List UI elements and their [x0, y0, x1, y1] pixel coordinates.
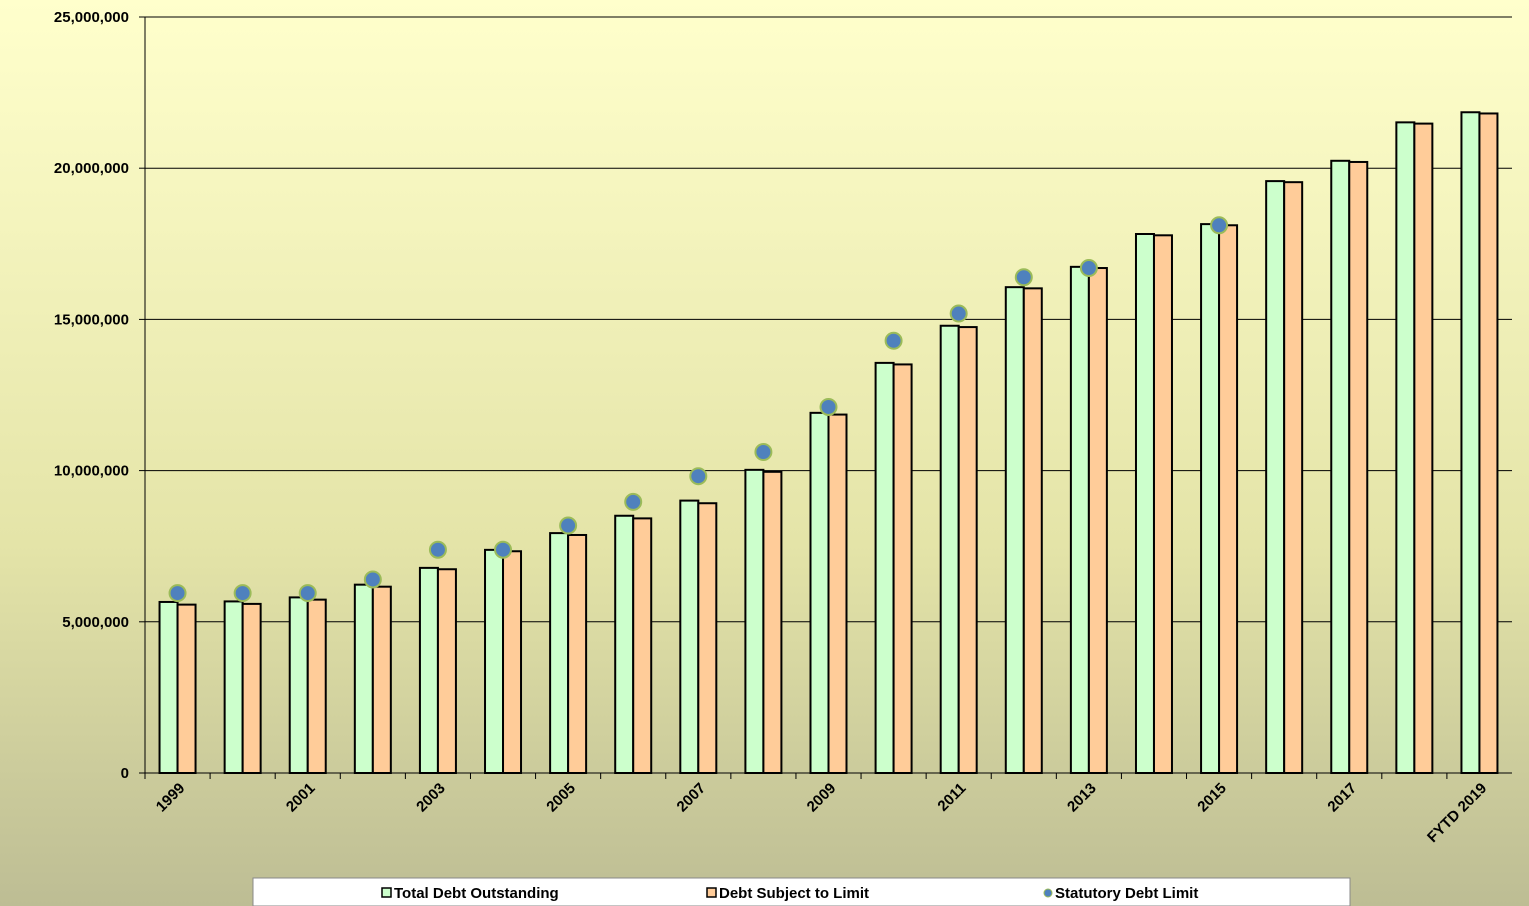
bar: [762, 470, 783, 774]
dot: [428, 540, 447, 559]
dot: [884, 331, 903, 350]
dot: [624, 492, 643, 511]
bar: [892, 363, 913, 774]
bar: [241, 602, 262, 775]
dot: [819, 397, 838, 416]
bar: [1395, 121, 1416, 775]
bar: [809, 411, 830, 774]
bar: [1348, 160, 1369, 774]
legend-box: [252, 877, 1351, 906]
bar: [1152, 234, 1173, 775]
bar: [1460, 111, 1481, 775]
bar: [223, 600, 244, 774]
bar: [1004, 286, 1025, 774]
legend-label: Statutory Debt Limit: [1055, 885, 1198, 902]
bar: [874, 361, 895, 774]
legend-label: Debt Subject to Limit: [719, 885, 869, 902]
y-tick-label: 25,000,000: [54, 9, 129, 26]
y-tick-label: 5,000,000: [62, 614, 129, 631]
y-tick-label: 15,000,000: [54, 311, 129, 328]
bar: [1069, 265, 1090, 774]
bar: [567, 533, 588, 774]
bar: [939, 324, 960, 774]
legend-swatch: [381, 887, 392, 898]
dot: [233, 584, 252, 603]
bar: [827, 413, 848, 774]
legend-swatch: [706, 887, 717, 898]
bar: [1265, 180, 1286, 774]
dot: [168, 584, 187, 603]
bar: [176, 603, 197, 774]
bar: [502, 550, 523, 774]
bar: [614, 514, 635, 774]
bar: [1283, 181, 1304, 774]
bar: [549, 532, 570, 774]
bar: [1022, 287, 1043, 774]
dot: [689, 467, 708, 486]
bar: [484, 548, 505, 775]
dot: [1014, 268, 1033, 287]
bar: [679, 499, 700, 774]
bar: [632, 517, 653, 775]
bar: [1087, 267, 1108, 774]
dot: [363, 570, 382, 589]
bar: [418, 566, 439, 774]
legend-label: Total Debt Outstanding: [394, 885, 559, 902]
bar: [697, 502, 718, 774]
dot: [494, 540, 513, 559]
bar: [1330, 159, 1351, 774]
bar: [288, 596, 309, 774]
dot: [559, 516, 578, 535]
legend-swatch: [1043, 888, 1053, 898]
bar: [1200, 223, 1221, 774]
bar: [1413, 122, 1434, 774]
bar: [1218, 224, 1239, 774]
dot: [298, 584, 317, 603]
bar: [957, 326, 978, 774]
bar: [744, 468, 765, 774]
bar: [1134, 233, 1155, 774]
dot: [1210, 216, 1229, 235]
bar: [436, 568, 457, 774]
y-tick-label: 0: [121, 765, 129, 782]
bar: [353, 583, 374, 774]
bar: [371, 585, 392, 774]
bar: [306, 598, 327, 775]
bar: [1478, 112, 1499, 775]
dot: [1079, 259, 1098, 278]
dot: [949, 304, 968, 323]
y-tick-label: 20,000,000: [54, 160, 129, 177]
y-tick-label: 10,000,000: [54, 463, 129, 480]
dot: [754, 443, 773, 462]
bar: [158, 600, 179, 775]
